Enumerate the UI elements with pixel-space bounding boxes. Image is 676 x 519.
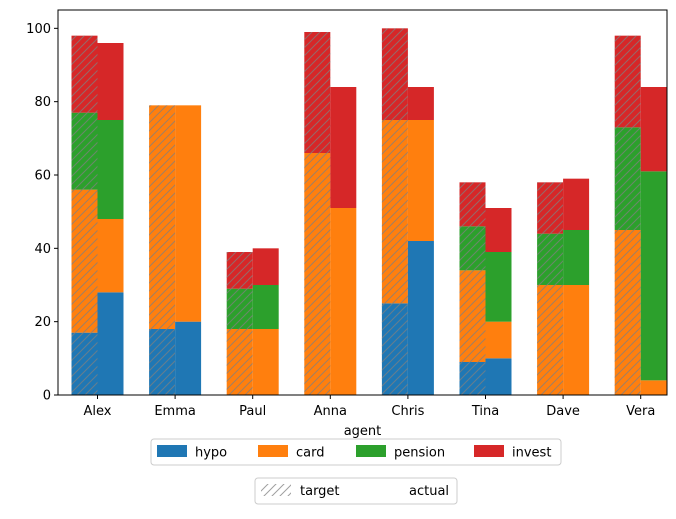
hatch-overlay [614,230,641,395]
legend-label-target: target [300,484,340,499]
x-axis: Alex Emma Paul Anna Chris Tina Dave Vera [84,395,655,419]
hatch-overlay [459,362,486,395]
legend-label-pension: pension [394,446,445,461]
bar-actual-card-Anna [330,208,357,395]
x-tick-label-Vera: Vera [626,404,655,419]
series-legend: hypo card pension invest [150,438,562,466]
x-tick-label-Emma: Emma [154,404,196,419]
x-tick-label-Tina: Tina [471,404,499,419]
bar-actual-invest-Vera [640,87,667,172]
legend-swatch-card [258,445,288,457]
legend-label-hypo: hypo [195,446,227,461]
y-tick-label: 0 [43,389,51,404]
group-legend-frame [254,477,458,505]
hatch-overlay [614,35,641,128]
y-tick-label: 60 [34,169,51,184]
bar-actual-pension-Tina [485,252,512,322]
hatch-overlay [71,35,98,113]
bar-actual-hypo-Alex [97,292,124,395]
bar-actual-invest-Paul [252,248,279,285]
y-axis: 0 20 40 60 80 100 [26,22,58,404]
bars-layer [71,28,667,395]
x-tick-label-Anna: Anna [314,404,347,419]
bar-actual-hypo-Chris [407,241,434,395]
y-tick-label: 80 [34,95,51,110]
bar-actual-card-Vera [640,380,667,395]
legend-label-invest: invest [512,446,551,461]
bar-actual-card-Dave [563,285,590,395]
bar-actual-card-Tina [485,321,512,359]
legend-label-actual: actual [409,484,449,499]
hatch-overlay [226,288,253,329]
hatch-overlay [149,105,176,329]
hatch-overlay [71,112,98,190]
legend-swatch-invest [474,445,504,457]
hatch-overlay [381,120,408,304]
hatch-overlay [149,329,176,395]
legend-label-card: card [296,446,324,461]
hatch-overlay [459,182,486,227]
group-legend: target actual [254,477,458,505]
y-tick-label: 40 [34,242,51,257]
bar-actual-card-Chris [407,120,434,241]
hatch-overlay [537,182,564,234]
hatch-overlay [71,332,98,395]
bar-actual-hypo-Emma [175,321,202,395]
bar-actual-card-Emma [175,105,202,322]
legend-swatch-pension [356,445,386,457]
x-tick-label-Chris: Chris [391,404,424,419]
hatch-overlay [459,226,486,271]
bar-actual-pension-Dave [563,230,590,285]
y-tick-label: 20 [34,315,51,330]
bar-actual-invest-Alex [97,43,124,120]
hatch-overlay [226,329,253,395]
x-axis-label: agent [344,424,382,439]
bar-actual-pension-Alex [97,120,124,219]
hatch-overlay [459,270,486,362]
hatch-overlay [381,28,408,120]
hatch-overlay [71,189,98,333]
hatch-overlay [537,285,564,395]
hatch-overlay [304,32,331,153]
hatch-overlay [381,303,408,395]
bar-actual-invest-Chris [407,87,434,120]
x-tick-label-Alex: Alex [84,404,112,419]
bar-actual-card-Paul [252,329,279,395]
legend-swatch-hypo [157,445,187,457]
bar-actual-invest-Anna [330,87,357,208]
bar-actual-pension-Vera [640,171,667,381]
hatch-overlay [226,252,253,289]
plot-frame [57,9,668,396]
hatch-overlay [304,153,331,395]
hatch-overlay [614,127,641,230]
bar-actual-invest-Tina [485,208,512,252]
bar-actual-hypo-Tina [485,358,512,395]
x-tick-label-Paul: Paul [239,404,266,419]
bar-actual-card-Alex [97,219,124,293]
x-tick-label-Dave: Dave [546,404,580,419]
bar-actual-invest-Dave [563,178,590,230]
bar-actual-pension-Paul [252,285,279,329]
target-swatch [261,484,291,496]
y-tick-label: 100 [26,22,51,37]
hatch-overlay [537,233,564,285]
